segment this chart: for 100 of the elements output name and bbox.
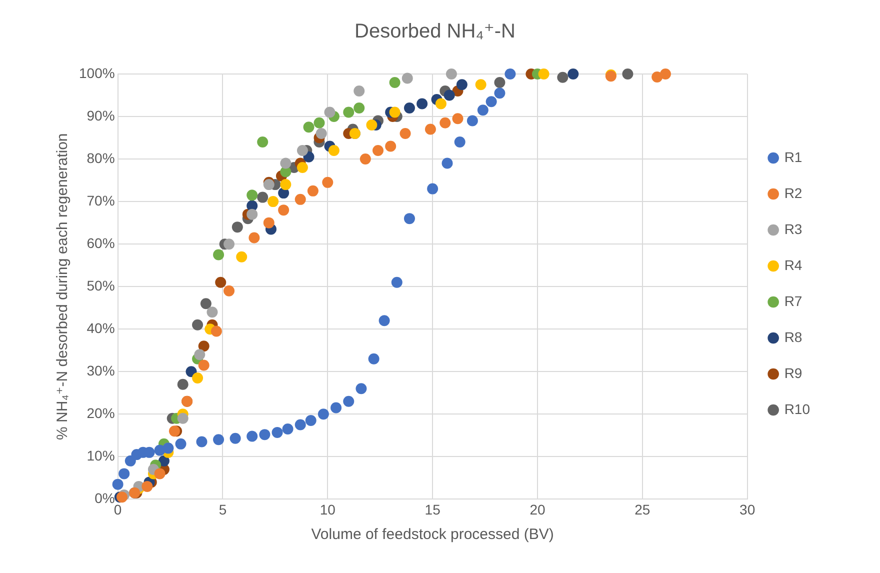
point (305, 415, 316, 426)
point (280, 179, 292, 190)
x-tick-label: 20 (530, 501, 546, 518)
point (486, 96, 497, 108)
x-tick-label: 15 (424, 501, 441, 518)
y-tick-label: 70% (86, 192, 115, 208)
legend-label: R2 (784, 184, 802, 201)
point (236, 251, 248, 262)
point (368, 353, 380, 364)
point (330, 402, 342, 414)
point (402, 72, 413, 84)
point (466, 115, 478, 126)
point (494, 77, 506, 88)
legend-label: R7 (784, 292, 802, 309)
point (456, 79, 468, 90)
y-axis-title: % NH₄⁺-N desorbed during each regeneration (54, 133, 72, 440)
point (215, 276, 226, 288)
point (354, 86, 365, 97)
point (142, 480, 153, 492)
point (168, 426, 180, 437)
point (622, 68, 634, 80)
legend-label: R1 (784, 148, 802, 165)
point (343, 106, 354, 118)
point (504, 68, 516, 80)
x-axis-title: Volume of feedstock processed (BV) (311, 526, 554, 544)
point (314, 117, 325, 128)
point (404, 213, 415, 224)
point (278, 204, 290, 216)
point (259, 429, 270, 440)
point (196, 436, 208, 448)
point (366, 120, 378, 131)
y-tick-label: 20% (86, 405, 115, 422)
chart-title: Desorbed NH₄⁺-N (354, 20, 516, 43)
point (372, 145, 384, 156)
y-tick-label: 80% (86, 150, 115, 166)
point (206, 306, 218, 318)
point (316, 128, 327, 140)
point (124, 455, 136, 466)
point (177, 412, 188, 424)
point (303, 122, 314, 133)
point (246, 190, 258, 201)
point (296, 162, 308, 174)
point (263, 217, 274, 228)
x-tick-label: 30 (740, 501, 756, 518)
y-tick-label: 60% (86, 234, 115, 251)
point (246, 430, 258, 442)
point (416, 98, 428, 110)
point (230, 432, 241, 444)
point (194, 349, 206, 360)
point (454, 136, 466, 148)
point (294, 419, 306, 430)
point (568, 68, 579, 80)
y-tick-label: 100% (78, 64, 115, 81)
point (652, 71, 663, 82)
y-tick-label: 30% (86, 362, 115, 378)
point (391, 276, 402, 288)
point (210, 326, 222, 337)
point (442, 158, 453, 169)
point (446, 68, 457, 80)
point (318, 408, 329, 420)
point (322, 176, 334, 188)
point (404, 102, 415, 114)
point (557, 72, 568, 83)
point (435, 98, 446, 110)
point (294, 194, 306, 205)
point (660, 68, 671, 80)
point (477, 104, 488, 116)
y-tick-label: 10% (86, 448, 115, 464)
legend-label: R3 (784, 220, 802, 237)
point (494, 88, 506, 99)
point (354, 102, 365, 114)
point (452, 113, 464, 124)
point (324, 106, 336, 118)
y-tick-label: 40% (86, 320, 115, 336)
point (385, 140, 396, 152)
point (444, 90, 455, 101)
point (538, 68, 550, 80)
point (328, 145, 340, 156)
point (389, 106, 400, 118)
legend-label: R9 (784, 364, 802, 381)
point (232, 222, 243, 233)
point (186, 366, 197, 378)
legend-label: R10 (784, 400, 810, 417)
point (427, 183, 438, 194)
point (360, 154, 371, 165)
legend-label: R4 (784, 256, 802, 273)
point (282, 424, 294, 435)
point (112, 478, 124, 490)
point (175, 438, 186, 450)
point (198, 340, 210, 352)
point (224, 238, 235, 250)
x-tick-label: 10 (320, 501, 336, 518)
point (192, 319, 204, 330)
point (257, 136, 268, 148)
point (356, 383, 367, 394)
point (424, 124, 436, 135)
point (154, 468, 166, 480)
point (192, 372, 204, 384)
point (378, 315, 390, 326)
point (257, 192, 268, 203)
